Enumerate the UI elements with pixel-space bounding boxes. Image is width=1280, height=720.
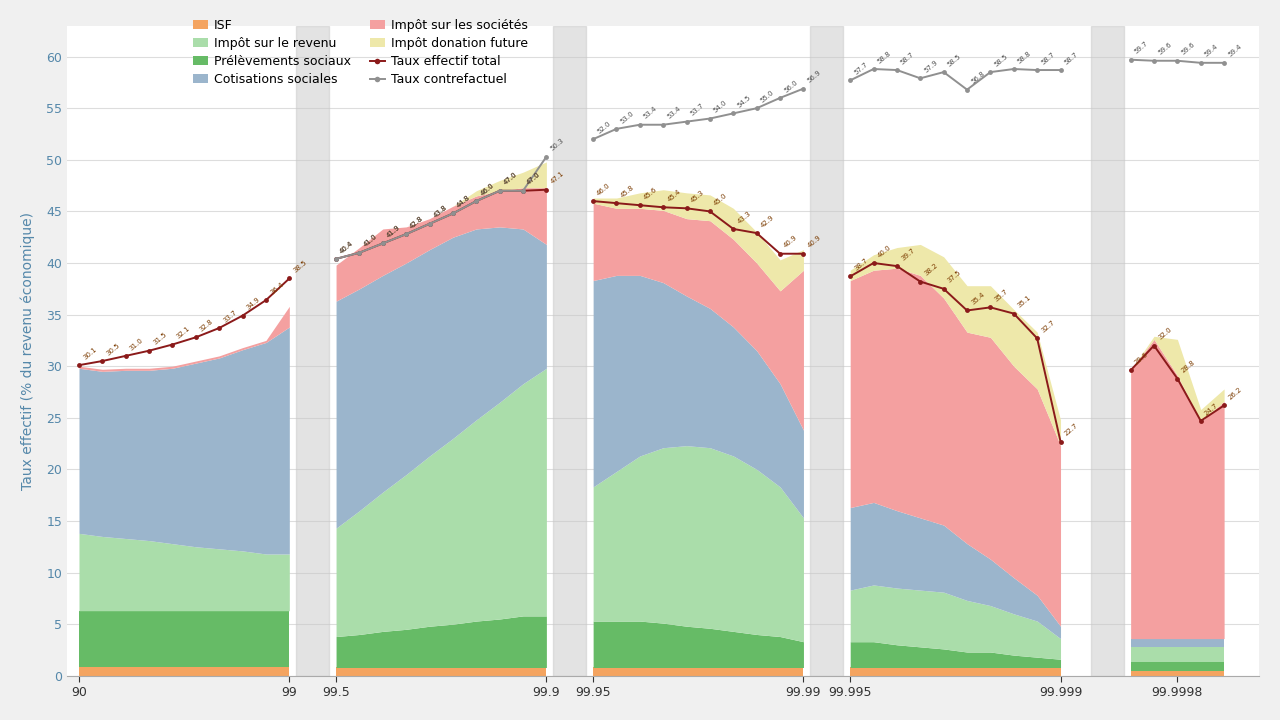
Text: 45.3: 45.3 <box>690 189 705 204</box>
Text: 35.4: 35.4 <box>970 292 986 306</box>
Text: 30.5: 30.5 <box>105 342 122 356</box>
Text: 56.9: 56.9 <box>806 69 822 84</box>
Text: 24.7: 24.7 <box>1203 402 1220 416</box>
Text: 52.0: 52.0 <box>596 120 612 135</box>
Text: 38.2: 38.2 <box>923 262 940 277</box>
Text: 53.7: 53.7 <box>690 102 705 117</box>
Text: 56.8: 56.8 <box>970 71 986 85</box>
Text: 46.0: 46.0 <box>479 182 495 197</box>
Text: 31.5: 31.5 <box>152 331 168 346</box>
Text: 44.8: 44.8 <box>456 194 471 209</box>
Text: 59.6: 59.6 <box>1180 42 1196 56</box>
Text: 43.8: 43.8 <box>433 204 448 219</box>
Text: 45.8: 45.8 <box>620 184 635 199</box>
Text: 45.6: 45.6 <box>643 186 658 201</box>
Text: 59.6: 59.6 <box>1157 42 1172 56</box>
Text: 46.0: 46.0 <box>479 182 495 197</box>
Text: 58.7: 58.7 <box>1064 51 1079 66</box>
Text: 47.0: 47.0 <box>526 171 541 186</box>
Text: 35.7: 35.7 <box>993 288 1009 303</box>
Text: 53.4: 53.4 <box>643 106 658 120</box>
Bar <box>810 26 844 676</box>
Text: 40.4: 40.4 <box>339 240 355 254</box>
Text: 59.4: 59.4 <box>1203 44 1220 58</box>
Text: 40.4: 40.4 <box>339 240 355 254</box>
Legend: ISF, Impôt sur le revenu, Prélèvements sociaux, Cotisations sociales, Impôt sur : ISF, Impôt sur le revenu, Prélèvements s… <box>193 19 527 86</box>
Text: 41.9: 41.9 <box>385 224 402 239</box>
Text: 53.0: 53.0 <box>620 109 635 125</box>
Text: 58.8: 58.8 <box>1016 50 1033 65</box>
Text: 41.0: 41.0 <box>362 233 378 248</box>
Text: 33.7: 33.7 <box>221 309 238 323</box>
Text: 43.3: 43.3 <box>736 210 751 225</box>
Text: 58.5: 58.5 <box>993 53 1009 68</box>
Text: 22.7: 22.7 <box>1064 423 1079 437</box>
Text: 41.9: 41.9 <box>385 224 402 239</box>
Text: 32.0: 32.0 <box>1157 326 1172 341</box>
Text: 43.8: 43.8 <box>433 204 448 219</box>
Text: 47.0: 47.0 <box>503 171 518 186</box>
Text: 47.1: 47.1 <box>549 171 564 185</box>
Text: 57.7: 57.7 <box>852 61 869 76</box>
Text: 34.9: 34.9 <box>246 297 261 311</box>
Bar <box>553 26 586 676</box>
Text: 59.7: 59.7 <box>1133 40 1149 55</box>
Text: 39.7: 39.7 <box>900 247 915 261</box>
Bar <box>297 26 329 676</box>
Text: 38.7: 38.7 <box>852 257 869 272</box>
Text: 28.8: 28.8 <box>1180 359 1196 374</box>
Text: 35.1: 35.1 <box>1016 294 1033 309</box>
Text: 42.9: 42.9 <box>759 214 776 228</box>
Text: 58.7: 58.7 <box>1039 51 1056 66</box>
Text: 54.5: 54.5 <box>736 94 751 109</box>
Text: 47.0: 47.0 <box>526 171 541 186</box>
Text: 50.3: 50.3 <box>549 138 564 152</box>
Text: 32.1: 32.1 <box>175 325 191 340</box>
Text: 26.2: 26.2 <box>1228 387 1243 401</box>
Text: 54.0: 54.0 <box>713 99 728 114</box>
Text: 37.5: 37.5 <box>946 269 963 284</box>
Text: 30.1: 30.1 <box>82 346 97 361</box>
Text: 44.8: 44.8 <box>456 194 471 209</box>
Bar <box>1091 26 1124 676</box>
Text: 38.5: 38.5 <box>292 259 308 274</box>
Text: 47.0: 47.0 <box>503 171 518 186</box>
Text: 40.0: 40.0 <box>877 244 892 258</box>
Y-axis label: Taux effectif (% du revenu économique): Taux effectif (% du revenu économique) <box>20 212 36 490</box>
Text: 41.0: 41.0 <box>362 233 378 248</box>
Text: 31.0: 31.0 <box>128 336 145 351</box>
Text: 58.7: 58.7 <box>900 51 915 66</box>
Text: 32.7: 32.7 <box>1039 319 1056 334</box>
Text: 40.9: 40.9 <box>783 235 799 249</box>
Text: 40.9: 40.9 <box>806 235 822 249</box>
Text: 59.4: 59.4 <box>1228 44 1243 58</box>
Text: 58.8: 58.8 <box>877 50 892 65</box>
Text: 45.4: 45.4 <box>666 188 682 203</box>
Text: 32.8: 32.8 <box>198 318 215 333</box>
Text: 46.0: 46.0 <box>596 182 612 197</box>
Text: 57.9: 57.9 <box>923 59 940 73</box>
Text: 45.0: 45.0 <box>713 192 728 207</box>
Text: 53.4: 53.4 <box>666 106 682 120</box>
Text: 42.8: 42.8 <box>408 215 425 230</box>
Text: 29.6: 29.6 <box>1133 351 1149 366</box>
Text: 55.0: 55.0 <box>759 89 776 104</box>
Text: 36.4: 36.4 <box>269 281 284 296</box>
Text: 42.8: 42.8 <box>408 215 425 230</box>
Text: 58.5: 58.5 <box>946 53 963 68</box>
Text: 56.0: 56.0 <box>783 78 799 94</box>
